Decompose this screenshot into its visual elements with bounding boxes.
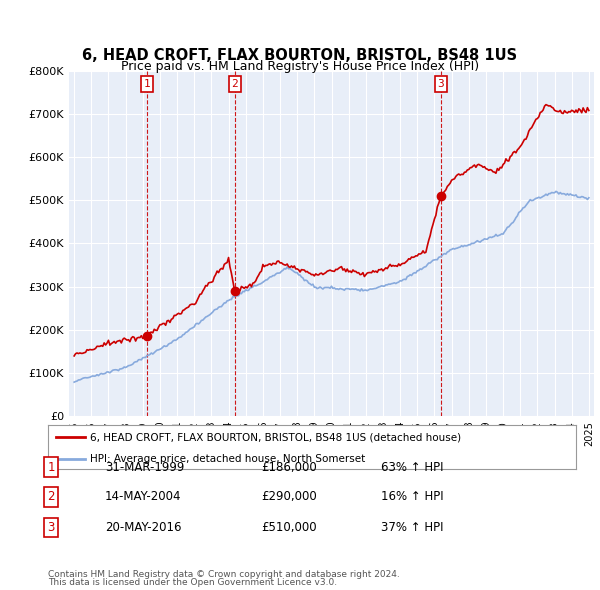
Text: 20-MAY-2016: 20-MAY-2016 (105, 521, 182, 534)
Text: HPI: Average price, detached house, North Somerset: HPI: Average price, detached house, Nort… (90, 454, 365, 464)
Text: 31-MAR-1999: 31-MAR-1999 (105, 461, 184, 474)
Text: £510,000: £510,000 (261, 521, 317, 534)
Text: £186,000: £186,000 (261, 461, 317, 474)
Text: Contains HM Land Registry data © Crown copyright and database right 2024.: Contains HM Land Registry data © Crown c… (48, 569, 400, 579)
Text: £290,000: £290,000 (261, 490, 317, 503)
Text: 63% ↑ HPI: 63% ↑ HPI (381, 461, 443, 474)
Text: 16% ↑ HPI: 16% ↑ HPI (381, 490, 443, 503)
Text: This data is licensed under the Open Government Licence v3.0.: This data is licensed under the Open Gov… (48, 578, 337, 588)
Text: 1: 1 (47, 461, 55, 474)
Text: 14-MAY-2004: 14-MAY-2004 (105, 490, 182, 503)
Text: 37% ↑ HPI: 37% ↑ HPI (381, 521, 443, 534)
Text: Price paid vs. HM Land Registry's House Price Index (HPI): Price paid vs. HM Land Registry's House … (121, 60, 479, 73)
Text: 2: 2 (232, 78, 238, 88)
Text: 3: 3 (47, 521, 55, 534)
Text: 2: 2 (47, 490, 55, 503)
Text: 3: 3 (437, 78, 445, 88)
Text: 6, HEAD CROFT, FLAX BOURTON, BRISTOL, BS48 1US (detached house): 6, HEAD CROFT, FLAX BOURTON, BRISTOL, BS… (90, 432, 461, 442)
Text: 1: 1 (143, 78, 151, 88)
Text: 6, HEAD CROFT, FLAX BOURTON, BRISTOL, BS48 1US: 6, HEAD CROFT, FLAX BOURTON, BRISTOL, BS… (82, 48, 518, 63)
